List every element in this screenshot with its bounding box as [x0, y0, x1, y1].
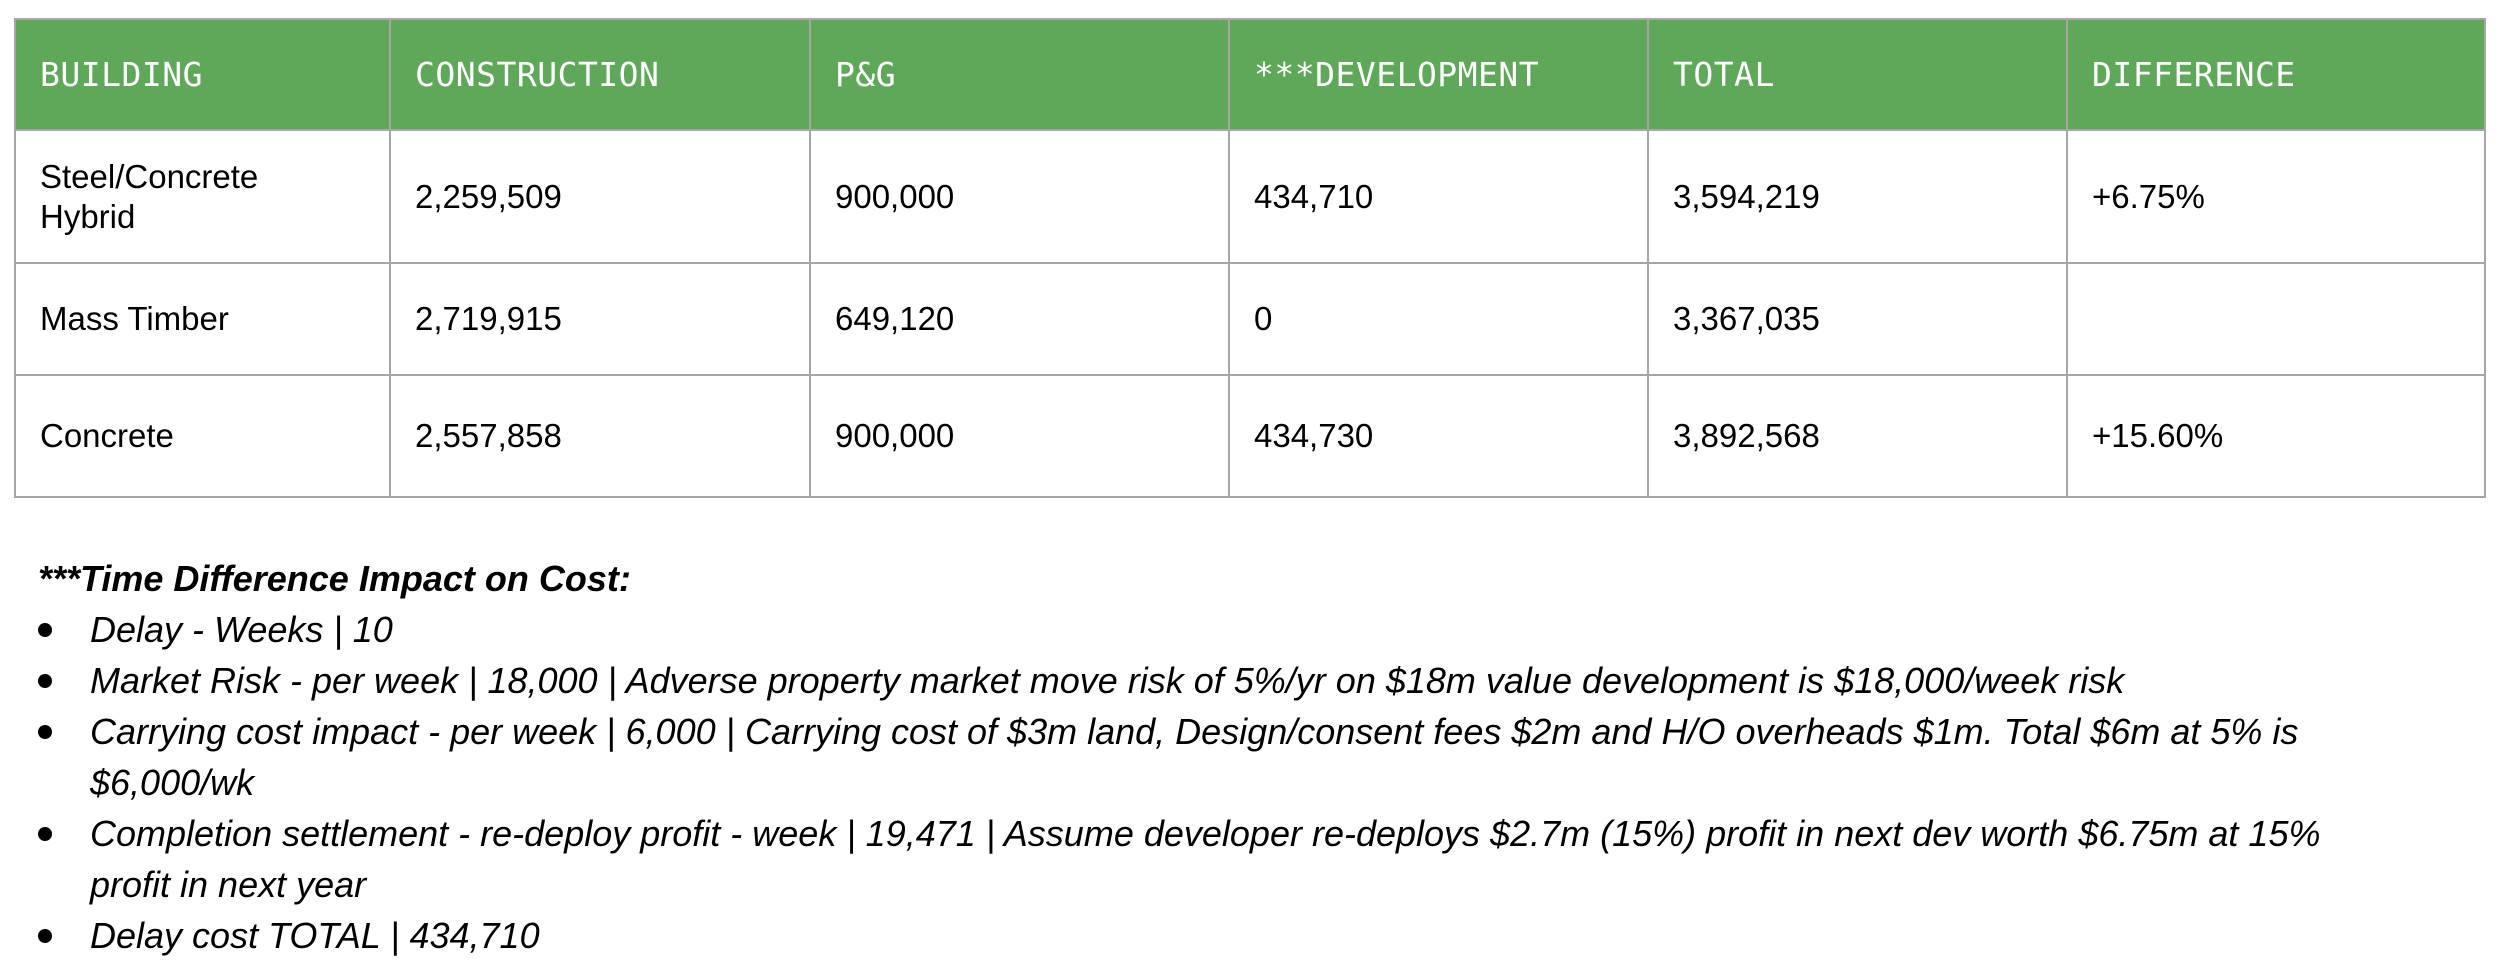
- cell-total: 3,892,568: [1647, 374, 2068, 498]
- cell-construction: 2,259,509: [389, 129, 811, 264]
- notes-title: ***Time Difference Impact on Cost:: [38, 558, 631, 599]
- table-header-row: BUILDING CONSTRUCTION P&G ***DEVELOPMENT…: [14, 18, 2486, 131]
- table-row: Steel/Concrete Hybrid 2,259,509 900,000 …: [14, 129, 2486, 264]
- cell-development: 0: [1228, 262, 1649, 376]
- cell-difference: [2066, 262, 2486, 376]
- note-text: Completion settlement - re-deploy profit…: [90, 813, 2321, 905]
- bullet-icon: [38, 929, 52, 943]
- cell-pg: 649,120: [809, 262, 1230, 376]
- header-total: TOTAL: [1647, 18, 2068, 131]
- building-name: Steel/Concrete Hybrid: [40, 157, 259, 235]
- header-development: ***DEVELOPMENT: [1228, 18, 1649, 131]
- header-difference: DIFFERENCE: [2066, 18, 2486, 131]
- list-item: Market Risk - per week | 18,000 | Advers…: [38, 655, 2478, 706]
- cell-difference: +15.60%: [2066, 374, 2486, 498]
- cell-development: 434,730: [1228, 374, 1649, 498]
- list-item: Delay cost TOTAL | 434,710: [38, 910, 2478, 961]
- note-text: Market Risk - per week | 18,000 | Advers…: [90, 660, 2125, 701]
- cell-development: 434,710: [1228, 129, 1649, 264]
- cell-building: Mass Timber: [14, 262, 391, 376]
- list-item: Delay - Weeks | 10: [38, 604, 2478, 655]
- cell-total: 3,367,035: [1647, 262, 2068, 376]
- cell-total: 3,594,219: [1647, 129, 2068, 264]
- bullet-icon: [38, 623, 52, 637]
- table-row: Mass Timber 2,719,915 649,120 0 3,367,03…: [14, 262, 2486, 376]
- bullet-icon: [38, 827, 52, 841]
- cell-pg: 900,000: [809, 374, 1230, 498]
- note-text: Delay - Weeks | 10: [90, 609, 393, 650]
- notes-list: Delay - Weeks | 10 Market Risk - per wee…: [38, 604, 2478, 961]
- bullet-icon: [38, 725, 52, 739]
- bullet-icon: [38, 674, 52, 688]
- table-row: Concrete 2,557,858 900,000 434,730 3,892…: [14, 374, 2486, 498]
- note-text: Delay cost TOTAL | 434,710: [90, 915, 540, 956]
- header-building: BUILDING: [14, 18, 391, 131]
- note-text: Carrying cost impact - per week | 6,000 …: [90, 711, 2299, 803]
- cost-comparison-table: BUILDING CONSTRUCTION P&G ***DEVELOPMENT…: [14, 18, 2486, 498]
- time-impact-notes: ***Time Difference Impact on Cost: Delay…: [38, 553, 2478, 961]
- header-pg: P&G: [809, 18, 1230, 131]
- cell-building: Steel/Concrete Hybrid: [14, 129, 391, 264]
- cell-pg: 900,000: [809, 129, 1230, 264]
- cell-construction: 2,557,858: [389, 374, 811, 498]
- list-item: Carrying cost impact - per week | 6,000 …: [38, 706, 2478, 808]
- header-construction: CONSTRUCTION: [389, 18, 811, 131]
- cell-difference: +6.75%: [2066, 129, 2486, 264]
- cell-construction: 2,719,915: [389, 262, 811, 376]
- list-item: Completion settlement - re-deploy profit…: [38, 808, 2478, 910]
- cell-building: Concrete: [14, 374, 391, 498]
